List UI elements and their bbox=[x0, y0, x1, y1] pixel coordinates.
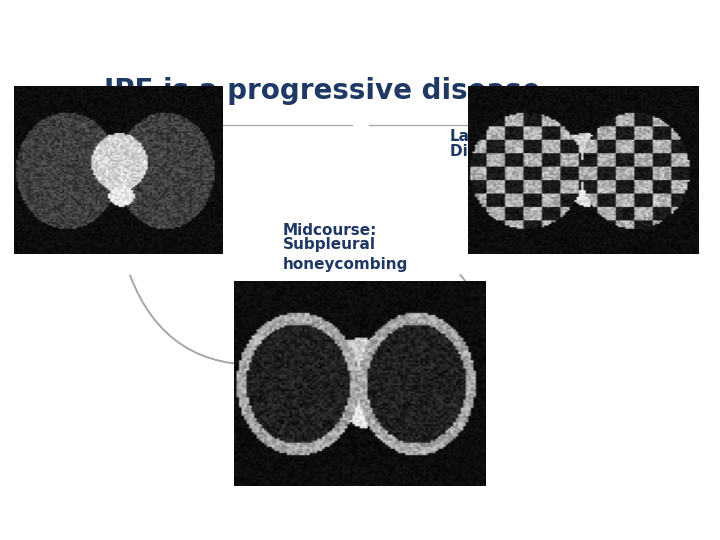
Text: Midcourse:: Midcourse: bbox=[282, 223, 377, 238]
Text: Reticular: Reticular bbox=[104, 144, 181, 159]
Text: Late:: Late: bbox=[450, 129, 494, 144]
Text: Diffuse honeycombing: Diffuse honeycombing bbox=[450, 144, 642, 159]
Text: Early:: Early: bbox=[104, 129, 153, 144]
Text: IPF is a progressive disease: IPF is a progressive disease bbox=[104, 77, 541, 105]
Text: Subpleural
honeycombing: Subpleural honeycombing bbox=[282, 238, 408, 272]
